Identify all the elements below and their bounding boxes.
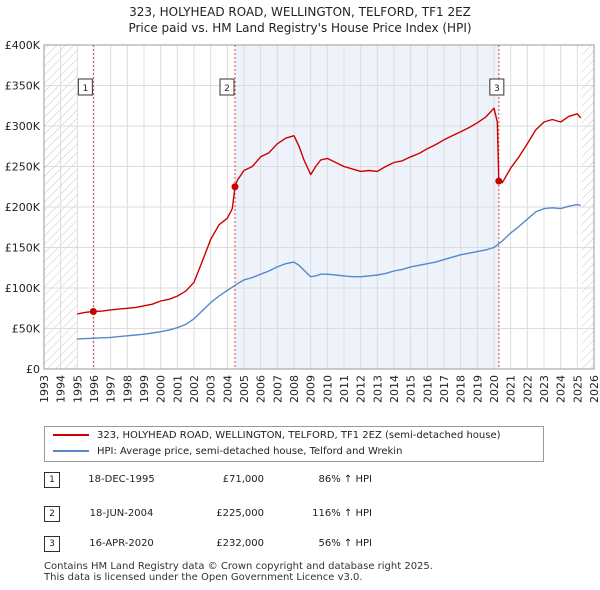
sale-date: 16-APR-2020 — [89, 538, 154, 549]
legend-entry-hpi: HPI: Average price, semi-detached house,… — [53, 445, 402, 459]
x-tick-label: 2019 — [471, 375, 484, 403]
price-chart: £0 £50K £100K £150K £200K £250K £300K £350K £400… — [5, 39, 600, 403]
x-tick-label: 2018 — [455, 375, 468, 403]
x-tick-label: 1994 — [55, 375, 68, 403]
sale-label-number: 2 — [224, 84, 230, 94]
x-tick-label: 2006 — [255, 375, 268, 403]
x-tick-label: 2015 — [405, 375, 418, 403]
sale-label-box — [77, 78, 93, 96]
sale-hpi-change: 56% ↑ HPI — [318, 538, 372, 549]
sale-point — [89, 307, 97, 315]
y-tick-label: £200K — [5, 201, 41, 214]
x-tick-label: 2023 — [538, 375, 551, 403]
sale-price: £232,000 — [216, 538, 264, 549]
sale-date: 18-JUN-2004 — [89, 508, 154, 519]
x-tick-label: 2024 — [555, 375, 568, 403]
y-tick-label: £50K — [12, 323, 41, 336]
x-tick-label: 2016 — [421, 375, 434, 403]
sale-price: £71,000 — [222, 474, 264, 485]
legend-label-property: 323, HOLYHEAD ROAD, WELLINGTON, TELFORD,… — [97, 430, 501, 441]
chart-subtitle: Price paid vs. HM Land Registry's House … — [128, 21, 472, 35]
x-tick-label: 2021 — [505, 375, 518, 403]
sale-point — [495, 177, 503, 185]
sale-number-badge: 3 — [44, 536, 60, 552]
y-tick-label: £350K — [5, 80, 41, 93]
footer-license: This data is licensed under the Open Gov… — [44, 572, 363, 583]
x-tick-label: 1999 — [138, 375, 151, 403]
x-tick-label: 2022 — [521, 375, 534, 403]
x-tick-label: 2009 — [305, 375, 318, 403]
x-tick-label: 2011 — [338, 375, 351, 403]
x-tick-label: 1998 — [121, 375, 134, 403]
sale-point — [231, 183, 239, 191]
y-tick-label: £300K — [5, 120, 41, 133]
x-tick-label: 2013 — [371, 375, 384, 403]
footer: Contains HM Land Registry data © Crown c… — [44, 561, 433, 583]
x-tick-label: 1993 — [38, 375, 51, 403]
sale-row: 2 18-JUN-2004 £225,000 116% ↑ HPI — [44, 506, 544, 524]
chart-title: 323, HOLYHEAD ROAD, WELLINGTON, TELFORD,… — [129, 5, 471, 19]
sale-number-badge: 2 — [44, 506, 60, 522]
legend-entry-property: 323, HOLYHEAD ROAD, WELLINGTON, TELFORD,… — [53, 429, 501, 443]
x-tick-label: 2002 — [188, 375, 201, 403]
sale-hpi-change: 116% ↑ HPI — [312, 508, 372, 519]
y-tick-label: £150K — [5, 242, 41, 255]
x-tick-label: 2012 — [355, 375, 368, 403]
x-tick-label: 2001 — [171, 375, 184, 403]
y-tick-label: £400K — [5, 39, 41, 52]
sale-label-number: 1 — [82, 84, 88, 94]
footer-copyright: Contains HM Land Registry data © Crown c… — [44, 561, 433, 572]
sale-price: £225,000 — [216, 508, 264, 519]
legend-label-hpi: HPI: Average price, semi-detached house,… — [97, 446, 403, 457]
x-tick-label: 2020 — [488, 375, 501, 403]
x-tick-label: 1996 — [88, 375, 101, 403]
legend-swatch-property — [53, 434, 89, 436]
sale-label-number: 3 — [494, 84, 500, 94]
x-tick-label: 2008 — [288, 375, 301, 403]
x-tick-label: 2017 — [438, 375, 451, 403]
legend-swatch-hpi — [53, 450, 89, 452]
x-tick-label: 2014 — [388, 375, 401, 403]
x-tick-label: 2026 — [588, 375, 600, 403]
sale-row: 1 18-DEC-1995 £71,000 86% ↑ HPI — [44, 472, 544, 490]
x-tick-label: 2000 — [155, 375, 168, 403]
x-tick-label: 1997 — [105, 375, 118, 403]
legend: 323, HOLYHEAD ROAD, WELLINGTON, TELFORD,… — [44, 426, 544, 462]
sale-number-badge: 1 — [44, 472, 60, 488]
x-tick-label: 2007 — [271, 375, 284, 403]
x-tick-label: 2010 — [321, 375, 334, 403]
plot-frame — [43, 44, 595, 370]
sale-date: 18-DEC-1995 — [88, 474, 155, 485]
y-tick-label: £100K — [5, 282, 41, 295]
x-tick-label: 2004 — [221, 375, 234, 403]
hpi-line — [77, 203, 581, 340]
property-price-line — [77, 107, 582, 315]
x-tick-label: 2025 — [571, 375, 584, 403]
x-tick-label: 1995 — [71, 375, 84, 403]
x-tick-label: 2003 — [205, 375, 218, 403]
y-tick-label: £0 — [26, 363, 40, 376]
sale-label-box — [489, 78, 505, 96]
sale-hpi-change: 86% ↑ HPI — [318, 474, 372, 485]
sale-label-box — [219, 78, 235, 96]
y-tick-label: £250K — [5, 161, 41, 174]
x-tick-label: 2005 — [238, 375, 251, 403]
sale-row: 3 16-APR-2020 £232,000 56% ↑ HPI — [44, 536, 544, 554]
